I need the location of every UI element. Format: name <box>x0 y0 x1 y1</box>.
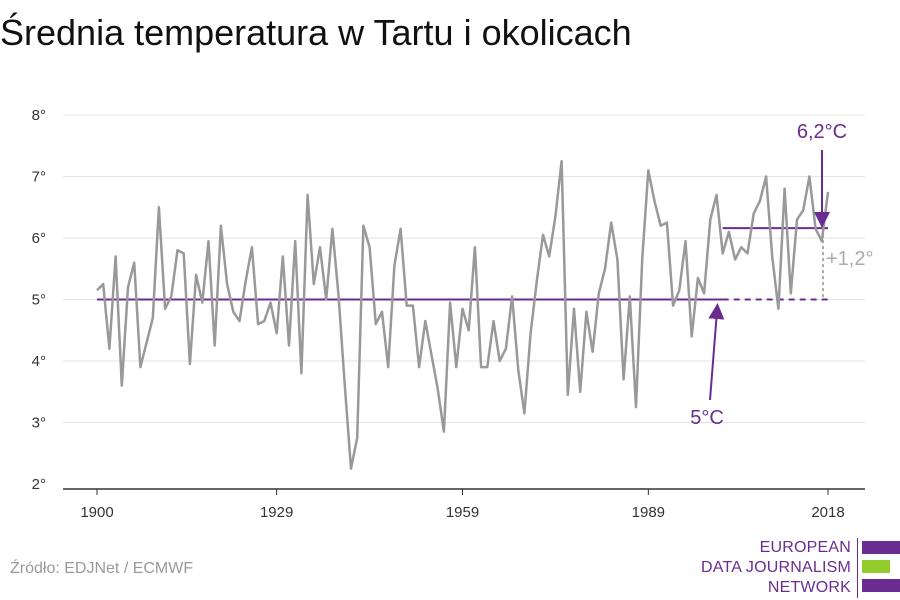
edjnet-logo-text: EUROPEAN DATA JOURNALISM NETWORK <box>701 538 851 598</box>
y-tick-label: 2° <box>32 476 46 493</box>
y-tick-label: 6° <box>32 230 46 247</box>
y-tick-label: 8° <box>32 107 46 124</box>
source-note: Źródło: EDJNet / ECMWF <box>10 560 194 577</box>
x-tick-label: 1989 <box>632 504 665 521</box>
edjnet-logo-bars <box>857 538 900 598</box>
annotations: 5°C 6,2°C +1,2° <box>690 121 873 429</box>
annotation-5c: 5°C <box>690 407 724 429</box>
chart-title: Średnia temperatura w Tartu i okolicach <box>0 12 632 53</box>
logo-bar-purple-bottom <box>862 579 900 592</box>
annotation-6-2c: 6,2°C <box>797 121 847 143</box>
x-tick-label: 1929 <box>260 504 293 521</box>
y-tick-label: 4° <box>32 353 46 370</box>
logo-bar-purple-top <box>862 541 900 554</box>
series-line <box>96 159 830 470</box>
annotation-arrow-5c <box>708 303 725 401</box>
y-tick-label: 5° <box>32 292 46 309</box>
y-axis-tick-labels: 2° 3° 4° 5° 6° 7° 8° <box>32 107 46 493</box>
grid-lines <box>63 114 865 423</box>
edjnet-logo[interactable]: EUROPEAN DATA JOURNALISM NETWORK <box>701 538 900 598</box>
temperature-series <box>96 159 830 470</box>
temperature-line-chart: 2° 3° 4° 5° 6° 7° 8° 1900 1929 1959 1989 2018 5°C … <box>32 107 874 521</box>
logo-bar-green <box>862 560 890 573</box>
x-tick-label: 2018 <box>811 504 844 521</box>
y-tick-label: 7° <box>32 169 46 186</box>
y-tick-label: 3° <box>32 415 46 432</box>
logo-line-2: DATA JOURNALISM <box>701 559 851 576</box>
x-tick-label: 1959 <box>446 504 479 521</box>
logo-line-1: EUROPEAN <box>759 539 851 556</box>
x-axis: 1900 1929 1959 1989 2018 <box>63 488 865 521</box>
annotation-difference: +1,2° <box>826 248 873 270</box>
logo-line-3: NETWORK <box>767 579 851 596</box>
x-tick-label: 1900 <box>80 504 113 521</box>
